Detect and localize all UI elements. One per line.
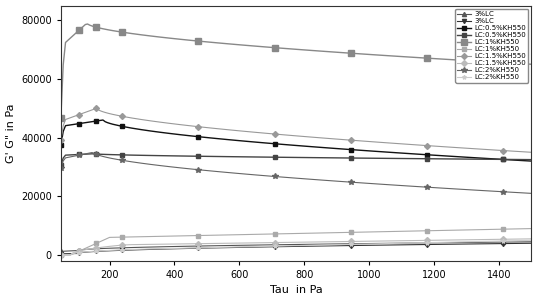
X-axis label: Tau  in Pa: Tau in Pa: [270, 285, 323, 296]
LC:1.5%KH550: [271, 132, 278, 136]
Line: LC:2%KH550: LC:2%KH550: [59, 238, 534, 257]
3%LC: [57, 250, 64, 253]
3%LC: [462, 242, 468, 246]
LC:2%KH550: [262, 174, 268, 178]
Line: LC:0.5%KH550: LC:0.5%KH550: [59, 118, 534, 163]
LC:1%KH550: [93, 242, 99, 245]
LC:1.5%KH550: [509, 237, 516, 241]
LC:1.5%KH550: [57, 138, 64, 142]
LC:0.5%KH550: [262, 141, 268, 145]
LC:2%KH550: [89, 151, 95, 154]
LC:0.5%KH550: [100, 118, 106, 122]
Y-axis label: G' G" in Pa: G' G" in Pa: [5, 104, 16, 163]
LC:1.5%KH550: [462, 238, 468, 242]
LC:1%KH550: [262, 232, 268, 236]
3%LC: [262, 243, 268, 247]
3%LC: [262, 245, 268, 249]
LC:2%KH550: [166, 165, 173, 169]
LC:0.5%KH550: [93, 119, 99, 123]
3%LC: [57, 252, 64, 256]
LC:2%KH550: [96, 153, 102, 157]
LC:2%KH550: [528, 191, 535, 195]
LC:1%KH550: [462, 228, 468, 232]
LC:1%KH550: [271, 46, 278, 49]
LC:1.5%KH550: [91, 107, 97, 111]
3%LC: [91, 250, 97, 253]
LC:1%KH550: [84, 22, 91, 26]
LC:1.5%KH550: [471, 147, 477, 150]
LC:1.5%KH550: [96, 108, 102, 112]
LC:2%KH550: [262, 244, 268, 248]
LC:1%KH550: [262, 45, 268, 49]
LC:1.5%KH550: [93, 246, 99, 250]
LC:0.5%KH550: [166, 132, 173, 135]
3%LC: [91, 247, 97, 251]
LC:2%KH550: [509, 239, 516, 243]
LC:1%KH550: [528, 62, 535, 66]
Line: LC:1%KH550: LC:1%KH550: [59, 226, 534, 257]
LC:0.5%KH550: [528, 159, 535, 163]
3%LC: [252, 243, 259, 247]
3%LC: [93, 250, 99, 253]
LC:1.5%KH550: [528, 150, 535, 154]
LC:2%KH550: [528, 238, 535, 242]
LC:2%KH550: [91, 250, 97, 253]
LC:2%KH550: [462, 240, 468, 244]
3%LC: [509, 242, 516, 245]
LC:2%KH550: [471, 188, 477, 192]
LC:0.5%KH550: [96, 152, 102, 156]
LC:1%KH550: [252, 233, 259, 236]
LC:2%KH550: [271, 175, 278, 178]
LC:0.5%KH550: [262, 155, 268, 159]
Legend: 3%LC, 3%LC, LC:0.5%KH550, LC:0.5%KH550, LC:1%KH550, LC:1%KH550, LC:1.5%KH550, LC: 3%LC, 3%LC, LC:0.5%KH550, LC:0.5%KH550, …: [455, 9, 528, 82]
LC:0.5%KH550: [271, 155, 278, 159]
LC:1%KH550: [96, 26, 102, 29]
LC:0.5%KH550: [91, 119, 97, 123]
LC:0.5%KH550: [271, 142, 278, 145]
LC:1.5%KH550: [91, 247, 97, 250]
LC:2%KH550: [57, 166, 64, 170]
LC:0.5%KH550: [57, 144, 64, 147]
3%LC: [528, 240, 535, 244]
Line: LC:2%KH550: LC:2%KH550: [58, 150, 534, 196]
LC:1%KH550: [91, 243, 97, 246]
LC:1%KH550: [166, 36, 173, 40]
LC:1%KH550: [528, 227, 535, 230]
LC:0.5%KH550: [89, 152, 95, 156]
LC:0.5%KH550: [93, 152, 99, 156]
Line: LC:1.5%KH550: LC:1.5%KH550: [59, 237, 534, 257]
LC:1%KH550: [509, 227, 516, 231]
LC:1.5%KH550: [166, 122, 173, 125]
3%LC: [252, 245, 259, 249]
LC:1.5%KH550: [262, 241, 268, 244]
LC:2%KH550: [57, 253, 64, 257]
LC:1.5%KH550: [57, 253, 64, 257]
3%LC: [509, 240, 516, 244]
Line: LC:1%KH550: LC:1%KH550: [58, 21, 534, 120]
LC:0.5%KH550: [471, 156, 477, 160]
LC:1%KH550: [57, 116, 64, 119]
3%LC: [462, 241, 468, 244]
LC:0.5%KH550: [528, 158, 535, 161]
3%LC: [528, 241, 535, 245]
LC:2%KH550: [93, 249, 99, 253]
LC:0.5%KH550: [57, 163, 64, 167]
Line: 3%LC: 3%LC: [59, 240, 534, 253]
Line: LC:0.5%KH550: LC:0.5%KH550: [59, 152, 534, 167]
LC:2%KH550: [93, 153, 99, 156]
LC:2%KH550: [252, 245, 259, 248]
LC:1%KH550: [93, 26, 99, 29]
LC:1.5%KH550: [262, 131, 268, 135]
LC:1.5%KH550: [93, 107, 99, 110]
Line: 3%LC: 3%LC: [59, 241, 534, 256]
LC:1%KH550: [471, 59, 477, 63]
LC:0.5%KH550: [471, 157, 477, 161]
LC:1.5%KH550: [252, 241, 259, 245]
Line: LC:1.5%KH550: LC:1.5%KH550: [59, 106, 534, 154]
3%LC: [93, 247, 99, 251]
LC:1%KH550: [57, 253, 64, 257]
LC:1.5%KH550: [528, 237, 535, 241]
LC:0.5%KH550: [166, 154, 173, 158]
